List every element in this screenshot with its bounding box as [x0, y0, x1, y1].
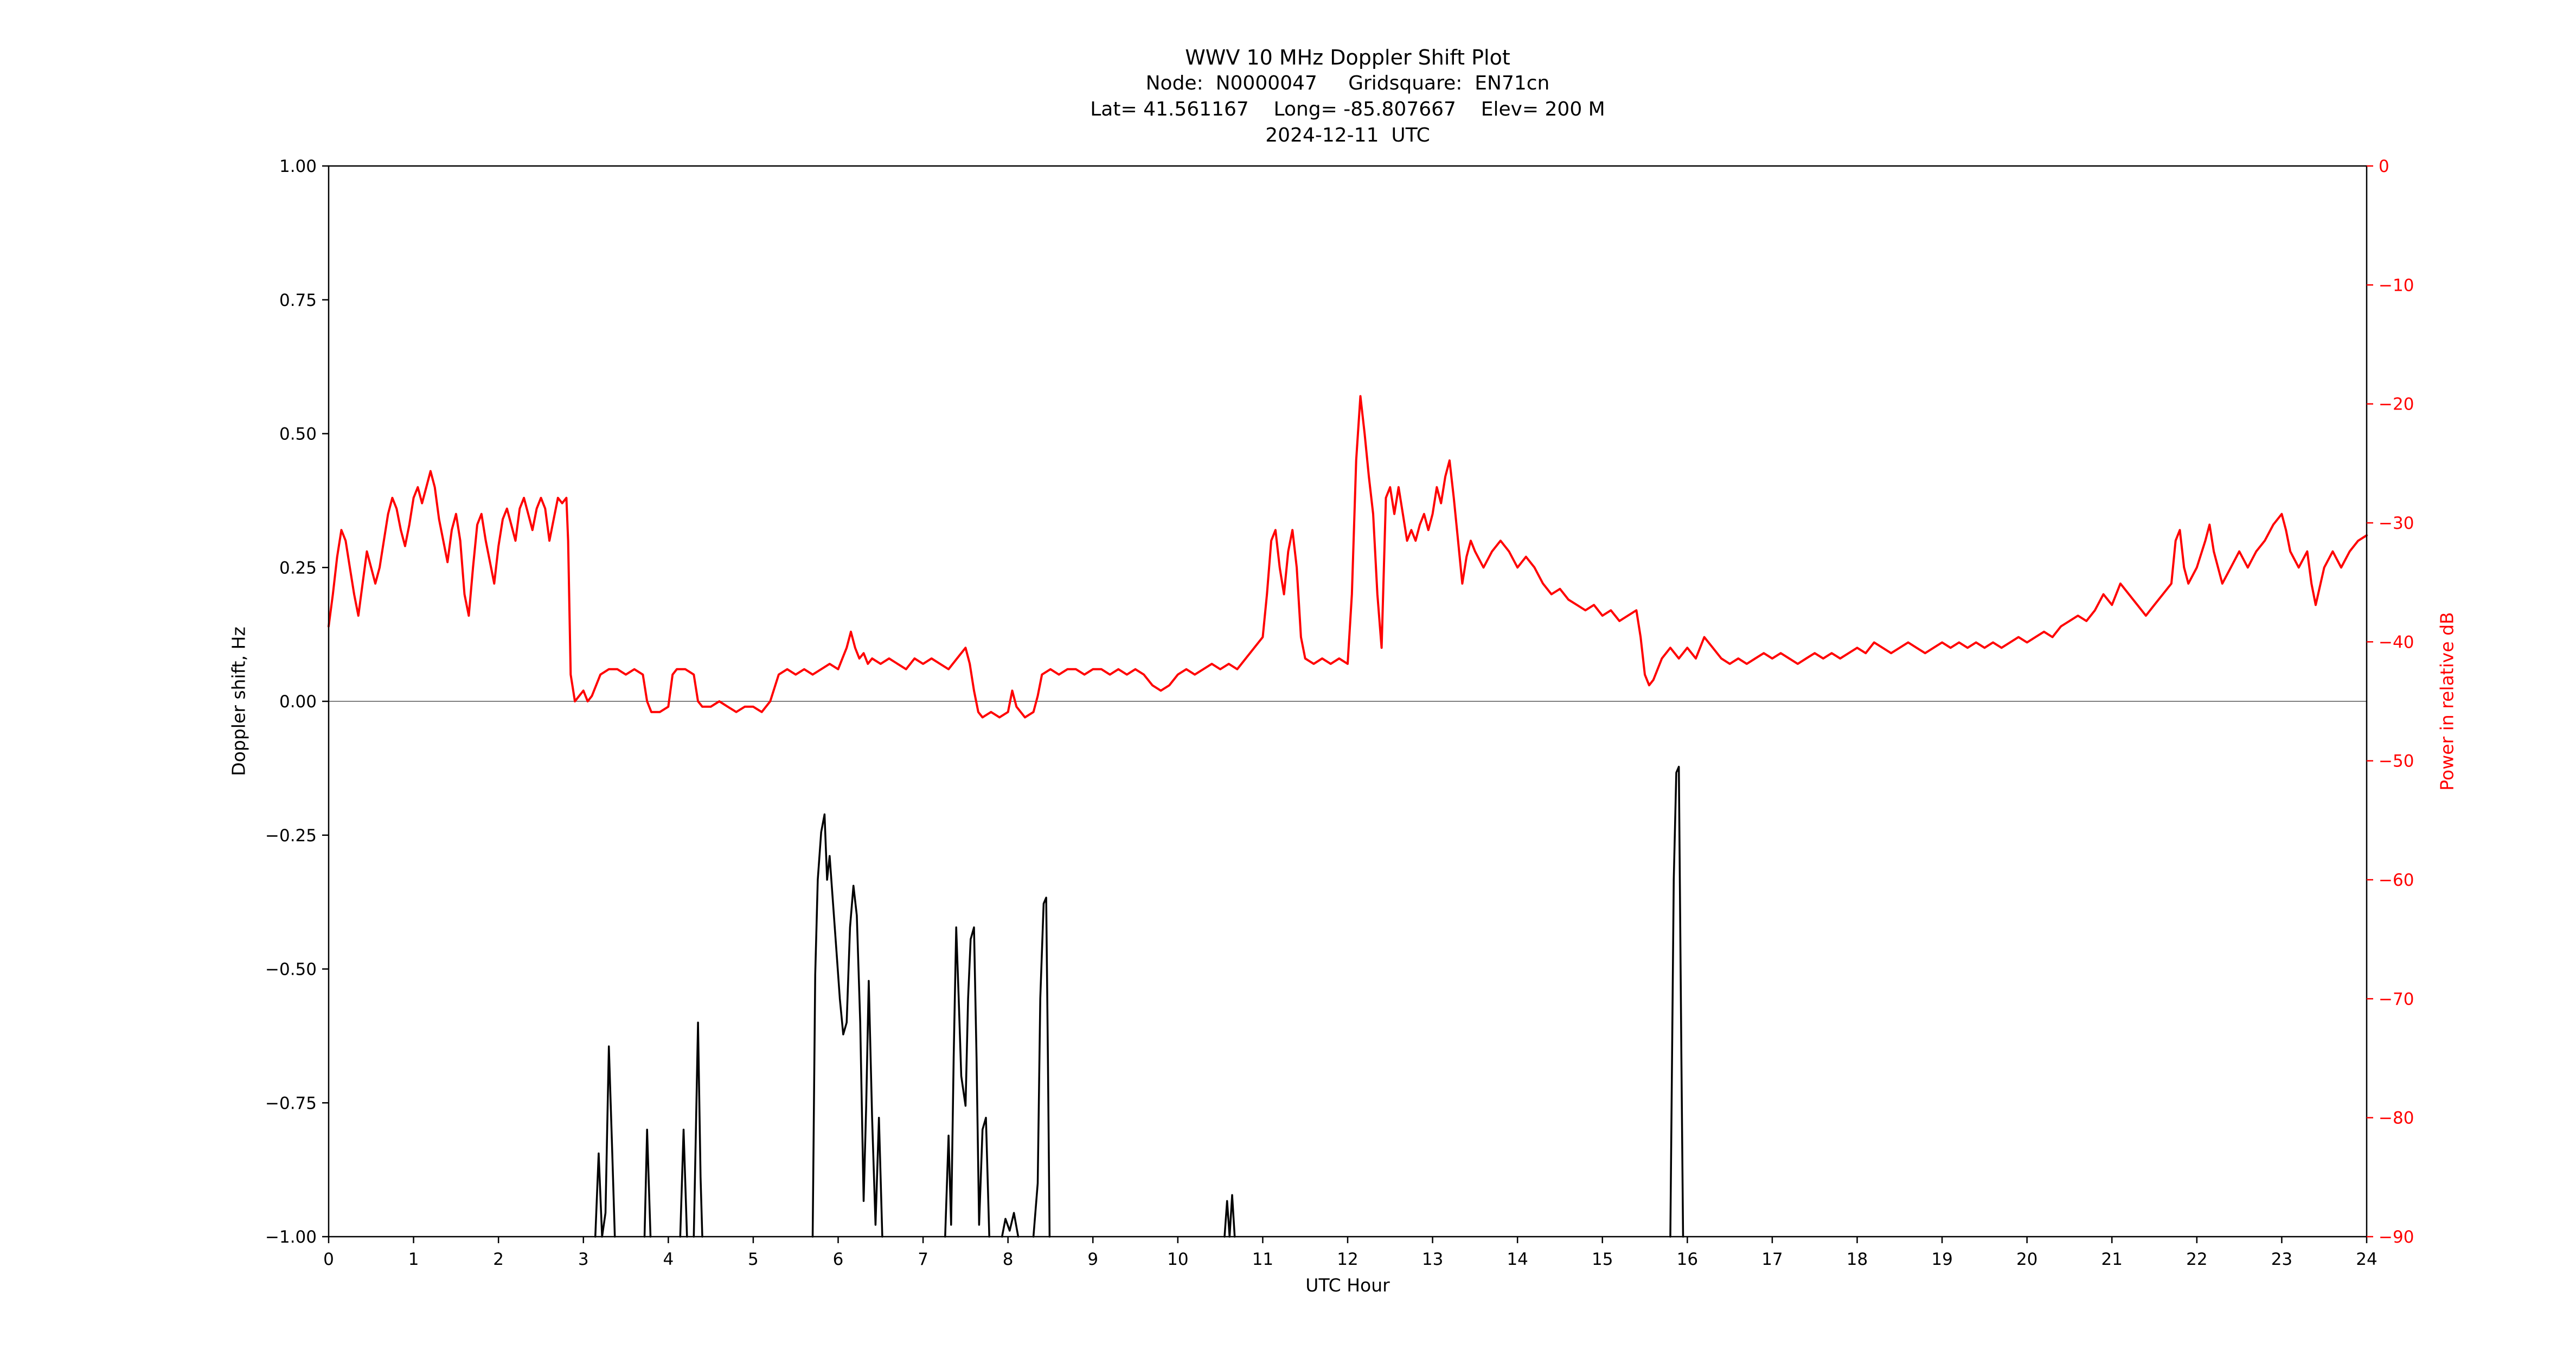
y-left-tick-label: 1.00	[279, 157, 317, 176]
y-right-tick-label: −80	[2379, 1109, 2414, 1128]
x-tick-label: 13	[1422, 1250, 1443, 1269]
y-left-tick-label: −0.75	[265, 1093, 317, 1113]
y-axis-label-left: Doppler shift, Hz	[228, 626, 249, 776]
y-left-tick-label: 0.00	[279, 692, 317, 712]
y-right-tick-label: −20	[2379, 395, 2414, 414]
x-tick-label: 21	[2101, 1250, 2123, 1269]
series-line-power	[944, 926, 990, 1238]
series-line-power	[1223, 1194, 1236, 1238]
y-right-tick-label: −50	[2379, 752, 2414, 771]
y-left-tick-label: 0.25	[279, 558, 317, 578]
x-tick-label: 3	[578, 1250, 589, 1269]
chart-subtitle-node: Node: N0000047 Gridsquare: EN71cn	[1145, 72, 1550, 94]
y-axis-label-right: Power in relative dB	[2436, 612, 2458, 791]
series-line-power	[1001, 1212, 1020, 1238]
y-right-tick-label: −30	[2379, 514, 2414, 533]
y-right-tick-label: −40	[2379, 632, 2414, 652]
series-line-doppler	[328, 395, 2368, 719]
x-tick-label: 9	[1087, 1250, 1098, 1269]
x-tick-label: 0	[323, 1250, 334, 1269]
y-right-tick-label: 0	[2379, 157, 2389, 176]
x-tick-label: 11	[1252, 1250, 1273, 1269]
x-tick-label: 23	[2271, 1250, 2292, 1269]
y-right-tick-label: −70	[2379, 989, 2414, 1009]
x-tick-label: 10	[1167, 1250, 1188, 1269]
x-tick-label: 8	[1003, 1250, 1014, 1269]
x-tick-label: 12	[1337, 1250, 1358, 1269]
y-left-tick-label: 0.75	[279, 291, 317, 310]
chart-title: WWV 10 MHz Doppler Shift Plot	[1185, 46, 1510, 69]
series-line-power	[1669, 765, 1684, 1238]
x-tick-label: 17	[1761, 1250, 1783, 1269]
x-axis-label: UTC Hour	[1305, 1275, 1390, 1296]
series-line-power	[811, 813, 883, 1238]
series-line-power	[594, 1045, 616, 1238]
x-tick-label: 22	[2186, 1250, 2207, 1269]
y-left-tick-label: −0.25	[265, 826, 317, 846]
x-tick-label: 1	[408, 1250, 419, 1269]
x-tick-label: 20	[2016, 1250, 2037, 1269]
x-tick-label: 15	[1592, 1250, 1613, 1269]
x-tick-label: 7	[918, 1250, 928, 1269]
x-tick-label: 2	[493, 1250, 504, 1269]
x-tick-label: 24	[2356, 1250, 2377, 1269]
series-line-power	[679, 1128, 688, 1238]
chart-subtitle-location: Lat= 41.561167 Long= -85.807667 Elev= 20…	[1090, 98, 1605, 120]
chart-title-block: WWV 10 MHz Doppler Shift Plot Node: N000…	[329, 44, 2367, 149]
x-tick-label: 14	[1507, 1250, 1528, 1269]
series-line-power	[643, 1128, 652, 1238]
y-left-tick-label: 0.50	[279, 425, 317, 444]
x-tick-label: 6	[833, 1250, 844, 1269]
x-tick-label: 4	[663, 1250, 674, 1269]
y-right-tick-label: −10	[2379, 276, 2414, 295]
x-tick-label: 18	[1847, 1250, 1868, 1269]
series-line-power	[693, 1021, 703, 1238]
y-right-tick-label: −90	[2379, 1227, 2414, 1247]
chart-subtitle-date: 2024-12-11 UTC	[1265, 124, 1430, 146]
series-line-power	[1032, 897, 1051, 1238]
y-right-tick-label: −60	[2379, 871, 2414, 890]
y-left-tick-label: −0.50	[265, 960, 317, 980]
x-tick-label: 5	[748, 1250, 759, 1269]
y-left-tick-label: −1.00	[265, 1227, 317, 1247]
x-tick-label: 19	[1931, 1250, 1952, 1269]
x-tick-label: 16	[1677, 1250, 1698, 1269]
